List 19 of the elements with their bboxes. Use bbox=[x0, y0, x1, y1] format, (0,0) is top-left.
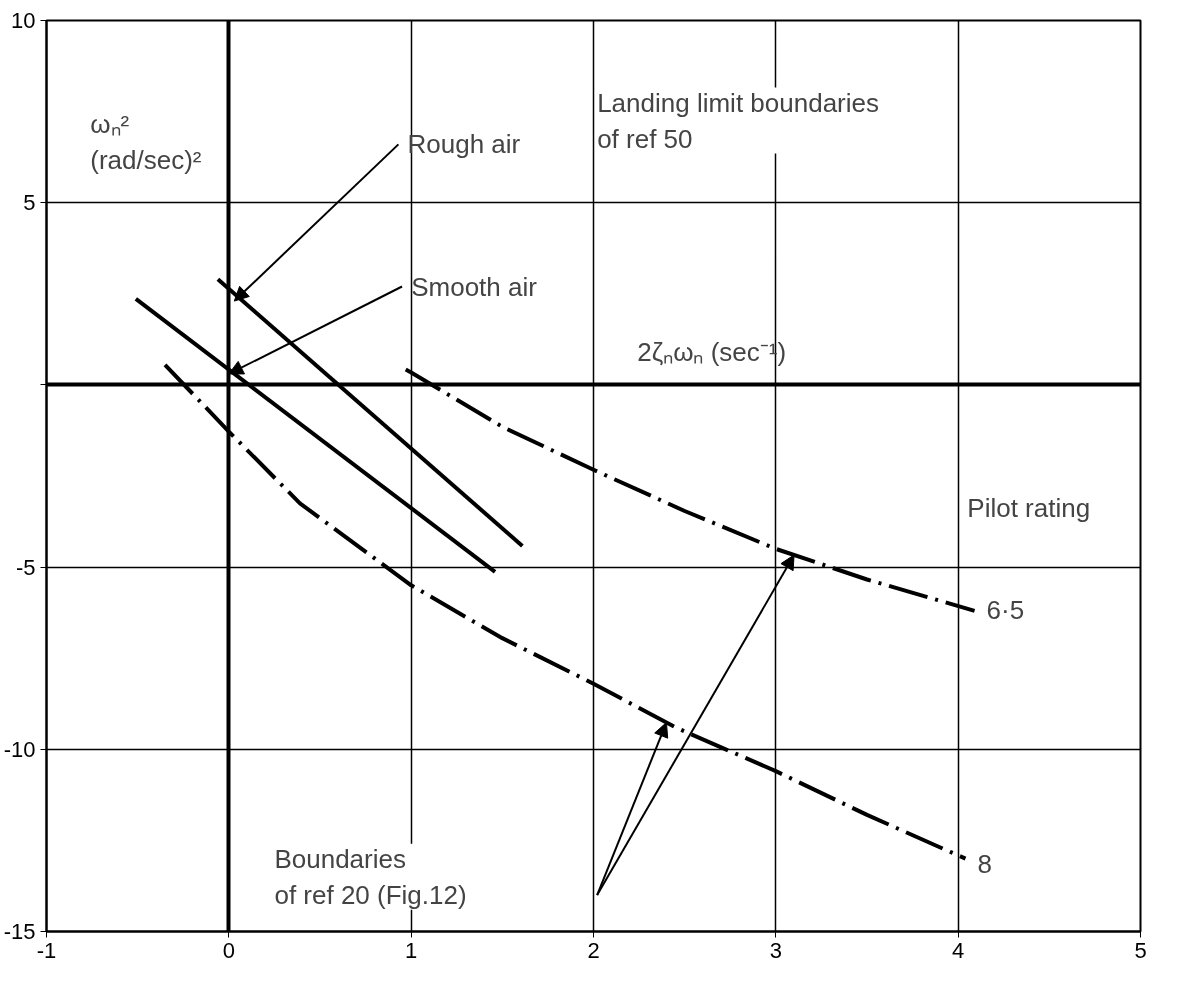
y-axis-title: ωₙ² (rad/sec)² bbox=[90, 109, 202, 176]
series-label: 8 bbox=[977, 848, 992, 879]
x-tick-label: -1 bbox=[36, 937, 57, 963]
y-tick-label: 10 bbox=[11, 8, 36, 33]
y-tick-label: -15 bbox=[3, 919, 36, 944]
annotation: Pilot rating bbox=[967, 493, 1091, 524]
x-tick-label: 4 bbox=[952, 937, 965, 963]
annotation: Boundaries of ref 20 (Fig.12) bbox=[274, 843, 467, 910]
y-tick-label: -10 bbox=[3, 736, 36, 762]
x-tick-label: 3 bbox=[769, 937, 782, 963]
y-tick-label: -5 bbox=[15, 554, 36, 580]
x-tick-label: 5 bbox=[1134, 937, 1147, 963]
x-tick-label: 2 bbox=[587, 937, 600, 963]
x-tick-label: 1 bbox=[405, 937, 418, 963]
y-tick-label: 5 bbox=[23, 190, 36, 216]
series-label: 6·5 bbox=[986, 594, 1025, 625]
x-tick-label: 0 bbox=[222, 937, 235, 963]
annotation: Smooth air bbox=[411, 271, 538, 302]
annotation: Landing limit boundaries of ref 50 bbox=[597, 87, 880, 154]
